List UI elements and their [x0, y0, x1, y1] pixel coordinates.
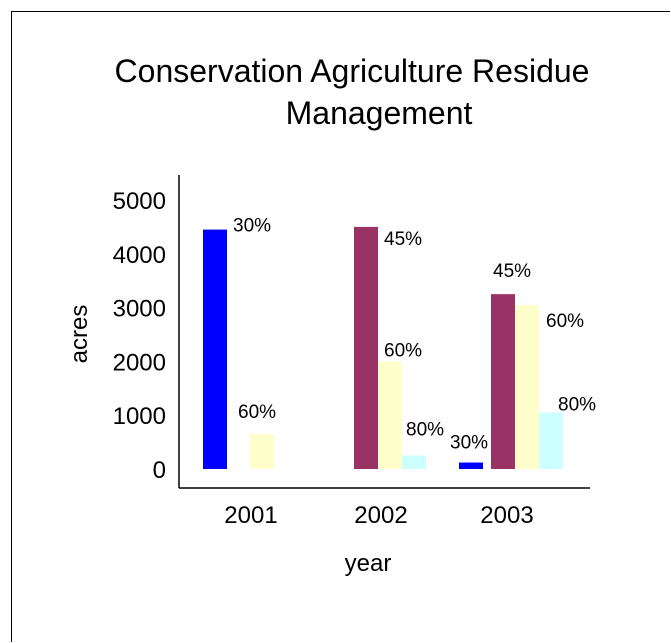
x-tick-labels: 2001 2002 2003 — [224, 502, 533, 529]
y-tick-label: 3000 — [113, 296, 166, 323]
bar-value-label: 80% — [406, 420, 444, 441]
y-tick-labels: 0 1000 2000 3000 4000 5000 — [113, 188, 166, 484]
x-tick-label: 2002 — [354, 502, 407, 529]
y-tick-label: 4000 — [113, 242, 166, 269]
bar — [250, 434, 274, 469]
bar — [378, 361, 402, 469]
chart-title-line-2: Management — [286, 95, 473, 131]
chart-title-line-1: Conservation Agriculture Residue — [115, 53, 590, 89]
bar — [539, 412, 563, 469]
bar — [402, 455, 426, 469]
chart-frame — [11, 11, 670, 642]
bar — [515, 304, 539, 469]
x-tick-label: 2003 — [480, 502, 533, 529]
y-tick-label: 0 — [153, 457, 166, 484]
bar — [203, 229, 227, 469]
bar — [459, 462, 483, 469]
bar-labels-group: 30% 30% 45% 45% 60% 60% 60% 80% 80% — [233, 216, 596, 454]
y-tick-label: 2000 — [113, 349, 166, 376]
x-axis-label: year — [345, 550, 392, 577]
bars-group — [203, 226, 563, 469]
bar — [354, 226, 378, 469]
x-tick-label: 2001 — [224, 502, 277, 529]
bar-value-label: 60% — [546, 311, 584, 332]
bar-value-label: 80% — [558, 395, 596, 416]
bar-value-label: 60% — [384, 340, 422, 361]
y-axis-label: acres — [66, 305, 93, 364]
bar-value-label: 30% — [233, 216, 271, 237]
y-tick-label: 1000 — [113, 403, 166, 430]
bar — [491, 294, 515, 469]
y-tick-label: 5000 — [113, 188, 166, 215]
bar-value-label: 45% — [384, 229, 422, 250]
bar-value-label: 45% — [493, 261, 531, 282]
bar-value-label: 60% — [238, 402, 276, 423]
bar-value-label: 30% — [450, 433, 488, 454]
